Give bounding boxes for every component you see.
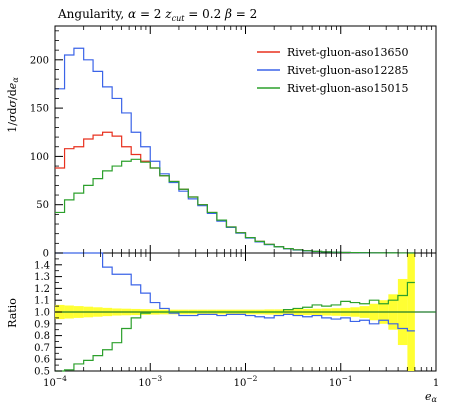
chart-title: Angularity, α = 2 zcut = 0.2 β = 2	[57, 7, 257, 23]
legend-label-aso13650: Rivet-gluon-aso13650	[287, 46, 409, 59]
y-tick-label: 0	[43, 249, 49, 260]
x-tick-label: 10−1	[329, 374, 353, 389]
ratio-tick-label: 1.2	[34, 284, 50, 295]
x-tick-label: 10−3	[138, 374, 162, 389]
y-tick-label: 50	[36, 200, 49, 211]
ratio-y-axis-label: Ratio	[6, 298, 19, 328]
legend-label-aso12285: Rivet-gluon-aso12285	[287, 64, 409, 77]
legend: Rivet-gluon-aso13650 Rivet-gluon-aso1228…	[257, 46, 409, 95]
ratio-tick-label: 0.8	[34, 331, 50, 342]
y-tick-label: 100	[30, 152, 49, 163]
ratio-tick-label: 0.9	[34, 319, 50, 330]
ratio-tick-label: 1.0	[34, 308, 50, 319]
ratio-tick-label: 1.4	[34, 260, 50, 271]
x-tick-label: 1	[433, 378, 439, 389]
x-tick-label: 10−2	[234, 374, 258, 389]
x-axis-label: eα	[425, 390, 438, 404]
legend-label-aso15015: Rivet-gluon-aso15015	[287, 82, 409, 95]
ratio-tick-label: 0.6	[34, 355, 50, 366]
ratio-tick-label: 0.7	[34, 343, 50, 354]
ratio-line-Rivet-gluon-aso15015	[55, 281, 415, 372]
histogram-line-Rivet-gluon-aso15015	[55, 158, 415, 254]
ratio-tick-label: 1.1	[34, 296, 50, 307]
ratio-line-Rivet-gluon-aso12285	[55, 252, 415, 332]
ratio-tick-label: 0.5	[34, 367, 50, 378]
y-tick-label: 150	[30, 104, 49, 115]
histogram-line-Rivet-gluon-aso13650	[55, 131, 415, 254]
y-tick-label: 200	[30, 55, 49, 66]
main-plot-frame	[54, 25, 437, 254]
x-tick-label: 10−4	[43, 374, 67, 389]
y-axis-label: 1/σdσ/deα	[6, 77, 20, 133]
histogram-line-Rivet-gluon-aso12285	[55, 47, 415, 254]
ratio-tick-label: 1.3	[34, 272, 50, 283]
